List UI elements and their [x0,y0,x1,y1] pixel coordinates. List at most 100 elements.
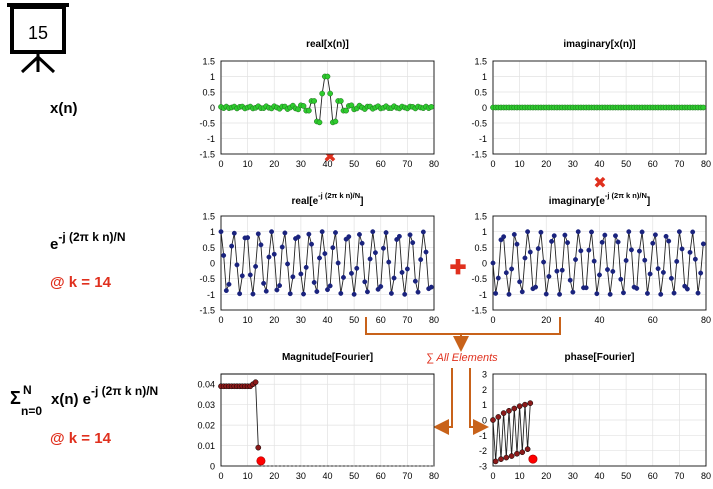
y-tick-label: 0.5 [474,88,487,98]
sum-sigma: Σ [10,388,21,408]
multiply-icon-right: ✖ [593,175,606,192]
data-point [514,241,520,247]
y-tick-label: 1 [210,227,215,237]
y-tick-label: 0.5 [474,243,487,253]
plot-magnitude: 0.04 0.03 0.02 0.01 00 10 20 30 40 50 60 70 80 Magnit… [197,352,439,481]
data-point [517,279,523,285]
y-tick-label: 0 [210,103,215,113]
data-point [372,250,378,256]
data-point [324,73,331,80]
label-dft-sum: Σ N n=0 x(n) e-j (2π k n)/N [10,383,158,418]
data-point [501,234,507,240]
data-point [533,284,539,290]
data-point [218,229,224,235]
data-point [396,233,402,239]
x-tick-label: 80 [701,471,711,481]
y-tick-label: 0.5 [202,88,215,98]
data-point [597,272,602,278]
x-tick-label: 20 [541,471,551,481]
data-point [647,271,653,277]
data-point [663,233,669,239]
sum-flow-connector [365,317,561,435]
x-tick-label: 70 [402,315,412,325]
data-point [524,446,531,452]
data-point [319,90,326,97]
y-tick-label: 0 [210,259,215,269]
data-point [252,379,259,386]
x-tick-label: 70 [402,159,412,169]
data-point [495,275,501,281]
data-point [503,270,509,276]
data-point [274,287,280,293]
plot-title: real[e-j (2π k n)/N] [291,191,363,207]
data-point [514,450,520,457]
y-tick-label: 3 [482,370,487,380]
data-point [245,235,251,241]
data-point [613,233,618,239]
data-point [506,407,512,414]
data-point [541,259,547,265]
x-tick-label: 30 [296,315,306,325]
plot-real-x: 1.510.50-0.5-1-1.50 10 20 30 40 50 60 70 80real[… [199,39,439,169]
data-point [511,232,517,237]
y-tick-label: -1.5 [471,150,487,160]
data-point [511,405,518,412]
data-point [503,454,510,461]
data-point [327,90,334,97]
y-tick-label: 2 [482,385,487,395]
data-point [394,237,400,242]
label-k-bottom: @ k = 14 [50,430,112,447]
data-point [490,417,496,423]
x-tick-label: 10 [243,471,253,481]
x-tick-label: 30 [296,159,306,169]
data-point [317,255,322,261]
data-point [229,243,235,249]
y-tick-label: -1.5 [471,306,487,316]
y-tick-label: -0.5 [199,274,215,284]
data-point [301,291,306,297]
x-tick-label: 40 [594,315,604,325]
data-point [327,283,333,289]
data-point [319,229,325,235]
x-tick-label: 80 [429,471,439,481]
y-tick-label: 0 [482,259,487,269]
plot-real-exp: 1.510.50-0.5-1-1.50 10 20 30 40 50 60 70 80real[… [199,191,439,325]
y-tick-label: 0.5 [202,243,215,253]
current-point [528,454,538,464]
data-point [311,279,317,285]
data-point [490,260,496,266]
plot-title: phase[Fourier] [564,352,634,363]
data-point [668,275,674,281]
data-point [655,266,661,272]
data-point [565,240,570,246]
data-point [519,449,526,456]
data-point [231,230,237,236]
data-point [420,229,426,235]
data-point [554,268,560,274]
x-tick-label: 0 [490,159,495,169]
data-point [570,289,576,295]
data-point [658,291,664,297]
data-point [237,291,243,297]
data-point [660,269,666,275]
data-point [634,285,640,291]
data-point [407,232,413,238]
data-point [383,230,389,236]
x-tick-label: 50 [621,471,631,481]
y-tick-label: 0 [482,416,487,426]
x-tick-label: 40 [322,315,332,325]
x-tick-label: 60 [648,471,658,481]
y-tick-label: -1 [479,134,487,144]
data-point [559,267,565,273]
data-point [370,229,376,235]
data-point [332,118,339,125]
data-point [263,288,269,294]
data-point [285,261,291,267]
data-point [253,263,259,269]
data-point [316,119,323,126]
data-point [428,104,435,110]
x-tick-label: 40 [322,159,332,169]
data-point [255,444,262,451]
data-point [498,456,504,462]
